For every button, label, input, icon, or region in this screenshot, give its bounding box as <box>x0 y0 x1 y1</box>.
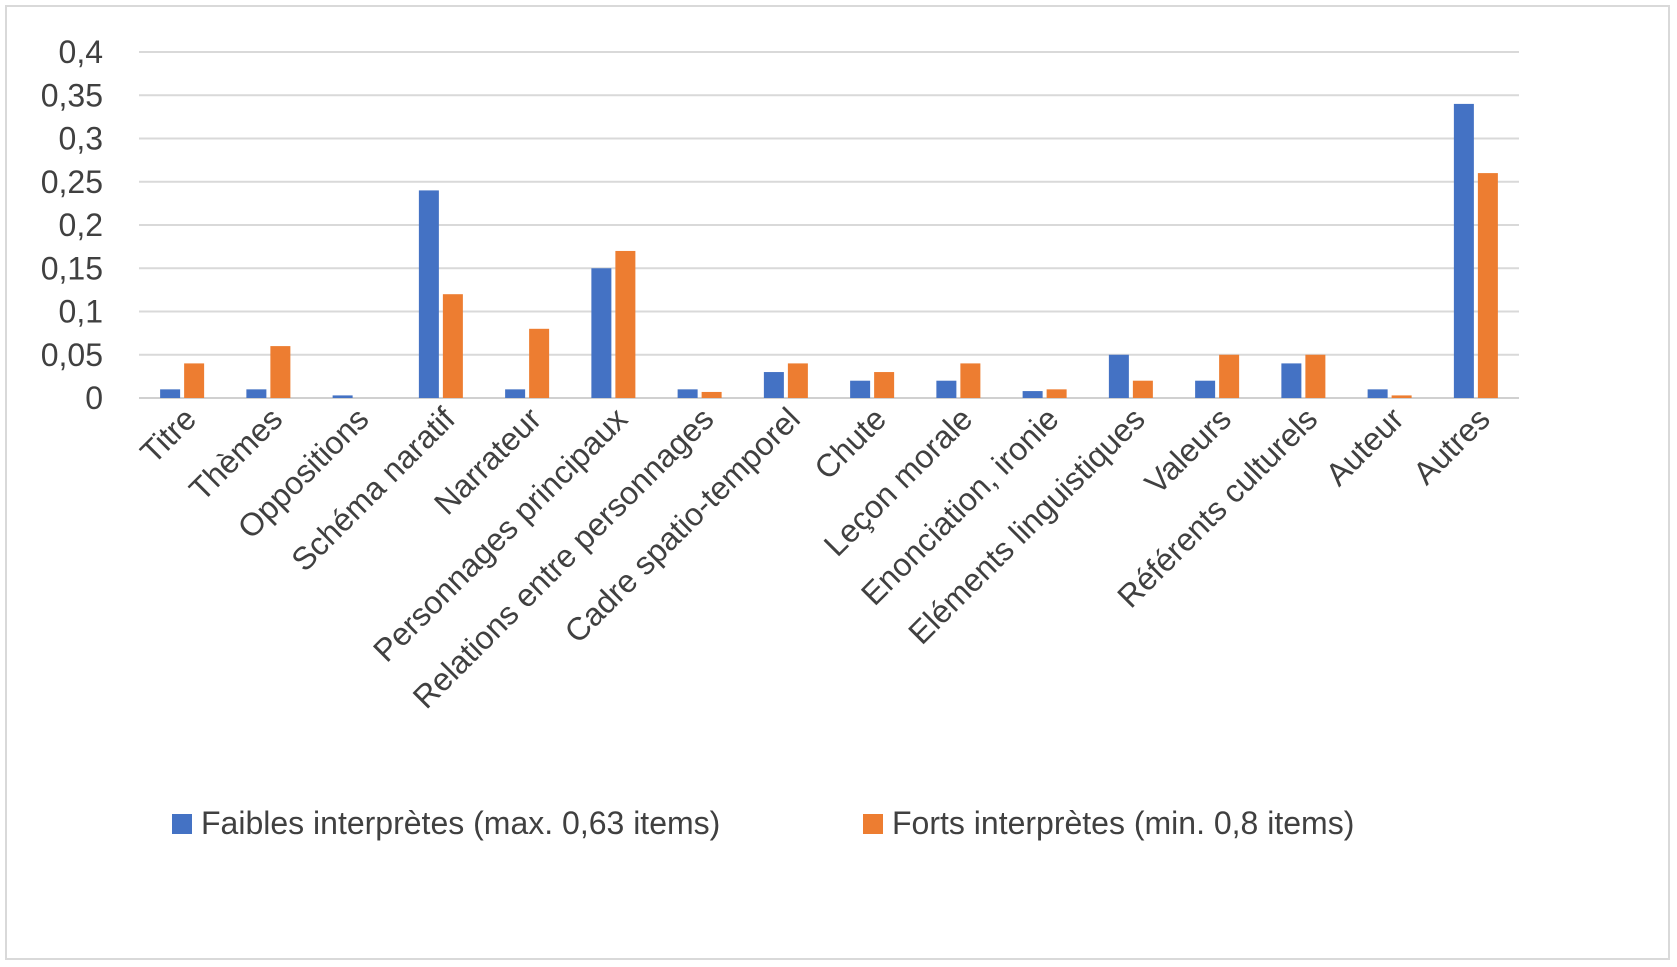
bar-faibles <box>160 389 181 398</box>
bar-faibles <box>246 389 267 398</box>
bar-forts <box>1305 354 1326 398</box>
legend-label: Faibles interprètes (max. 0,63 items) <box>201 805 720 841</box>
bar-forts <box>184 363 205 398</box>
legend: Faibles interprètes (max. 0,63 items) For… <box>172 805 1354 841</box>
bar-forts <box>1046 389 1067 398</box>
bar-faibles <box>763 372 784 398</box>
y-tick-label: 0,1 <box>59 294 103 330</box>
bar-forts <box>787 363 808 398</box>
y-tick-label: 0,25 <box>41 164 103 200</box>
bar-faibles <box>850 380 871 398</box>
bar-forts <box>1477 173 1498 398</box>
bar-faibles <box>591 268 612 398</box>
bar-faibles <box>505 389 526 398</box>
gridlines <box>139 51 1519 399</box>
bar-forts <box>270 346 291 398</box>
chart-frame: 0 0,05 0,1 0,15 0,2 0,25 0,3 0,35 0,4 Titre Thème… <box>5 5 1670 960</box>
y-tick-label: 0,4 <box>59 34 103 70</box>
x-tick-label: Auteur <box>1318 400 1410 492</box>
bar-faibles <box>332 395 353 398</box>
y-tick-label: 0,05 <box>41 337 103 373</box>
y-tick-label: 0,35 <box>41 77 103 113</box>
bar-faibles <box>418 190 439 398</box>
bar-forts <box>529 328 550 398</box>
x-tick-label: Titre <box>133 400 203 470</box>
bar-forts <box>960 363 981 398</box>
legend-swatch <box>172 814 192 834</box>
bar-faibles <box>1453 103 1474 399</box>
x-tick-label: Autres <box>1406 400 1497 491</box>
bar-faibles <box>1281 363 1302 398</box>
bar-faibles <box>1367 389 1388 398</box>
bar-faibles <box>1022 391 1043 398</box>
bar-faibles <box>936 380 957 398</box>
y-tick-label: 0,3 <box>59 121 103 157</box>
bar-forts <box>1219 354 1240 398</box>
bar-forts <box>701 391 722 398</box>
legend-label: Forts interprètes (min. 0,8 items) <box>892 805 1354 841</box>
bar-forts <box>1391 395 1412 398</box>
bars <box>160 103 1498 399</box>
y-tick-label: 0,15 <box>41 250 103 286</box>
bar-faibles <box>677 389 698 398</box>
bar-forts <box>874 372 895 398</box>
y-tick-label: 0,2 <box>59 207 103 243</box>
legend-swatch <box>863 814 883 834</box>
bar-forts <box>615 250 636 398</box>
bar-faibles <box>1108 354 1129 398</box>
bar-chart: 0 0,05 0,1 0,15 0,2 0,25 0,3 0,35 0,4 TitreThème… <box>41 34 1519 841</box>
y-tick-label: 0 <box>85 380 103 416</box>
bar-faibles <box>1195 380 1216 398</box>
x-tick-label: Leçon morale <box>817 400 980 563</box>
bar-forts <box>1132 380 1153 398</box>
y-axis-ticks: 0 0,05 0,1 0,15 0,2 0,25 0,3 0,35 0,4 <box>41 34 103 416</box>
bar-forts <box>442 294 463 398</box>
